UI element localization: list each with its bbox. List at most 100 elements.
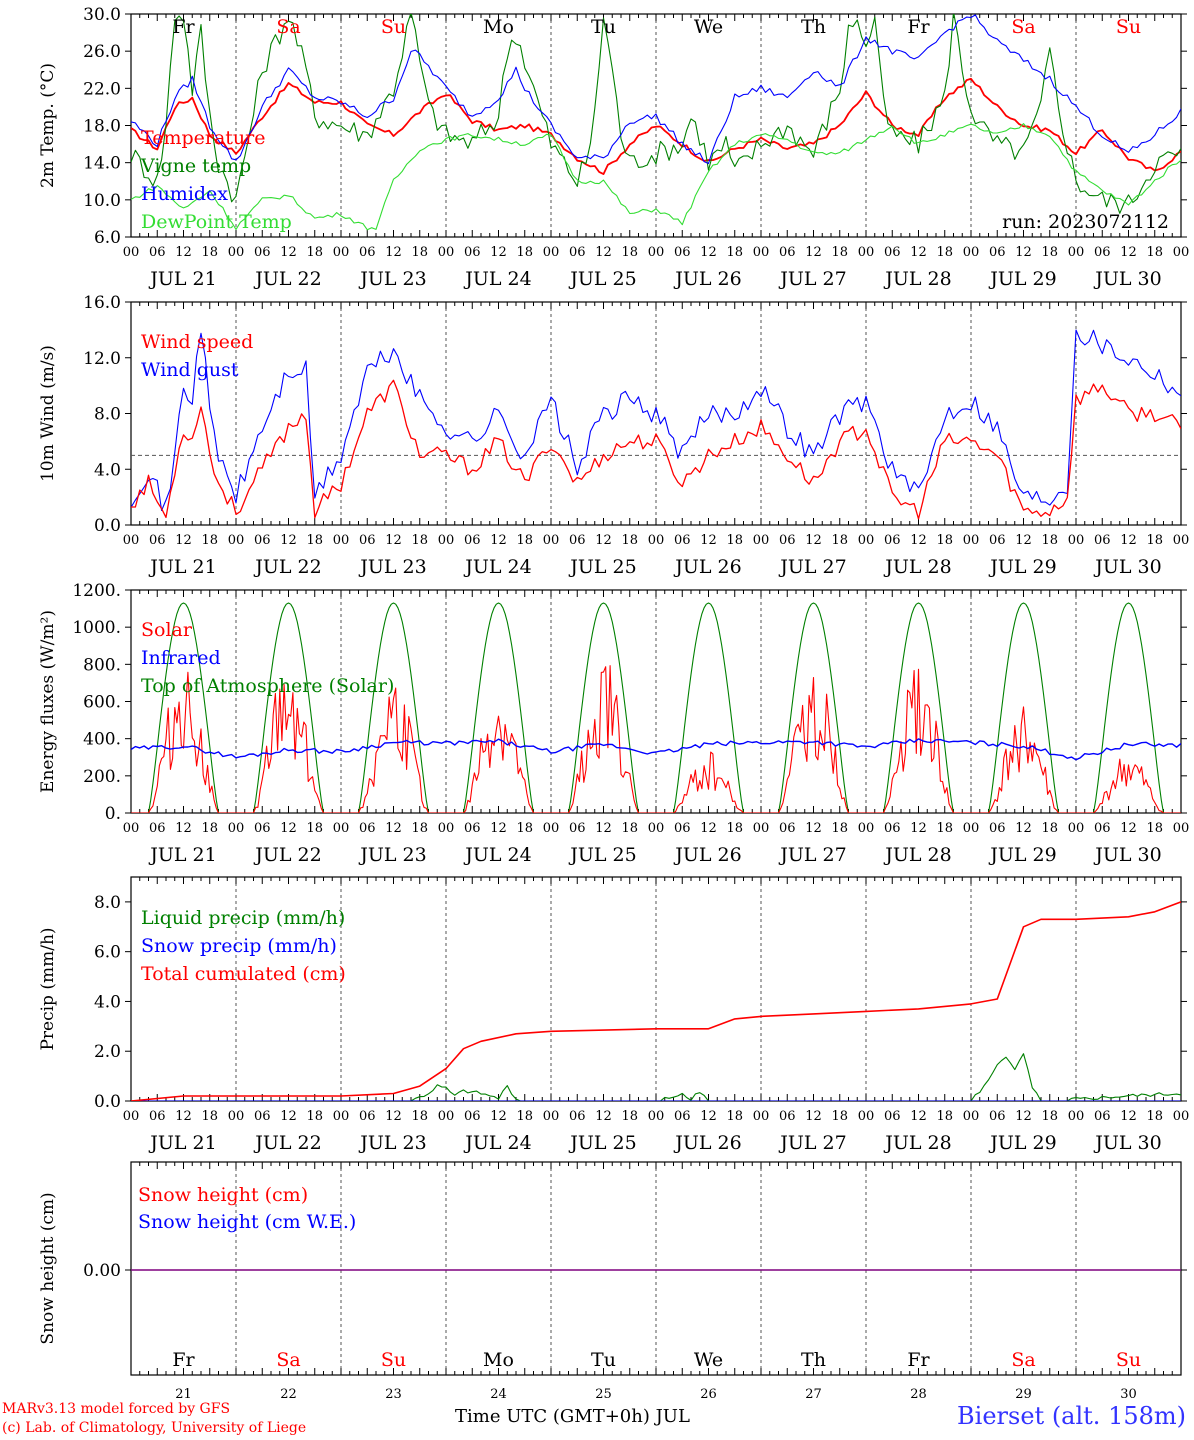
temp-hour-tick-label: 18 [621, 245, 638, 260]
energy-hour-tick-label: 18 [831, 821, 848, 836]
temp-hour-tick-label: 18 [411, 245, 428, 260]
wind-hour-tick-label: 18 [726, 533, 743, 548]
precip-y-tick-label: 2.0 [94, 1042, 121, 1062]
weekday-bottom: Fr [172, 1349, 195, 1371]
wind-y-tick-label: 4.0 [94, 460, 121, 480]
precip-hour-tick-label: 18 [621, 1109, 638, 1124]
wind-hour-tick-label: 06 [884, 533, 901, 548]
energy-y-tick-label: 400. [83, 730, 121, 750]
energy-hour-tick-label: 12 [385, 821, 402, 836]
energy-hour-tick-label: 00 [228, 821, 245, 836]
temp-hour-tick-label: 12 [1120, 245, 1137, 260]
lab-credit: (c) Lab. of Climatology, University of L… [2, 1420, 307, 1436]
precip-hour-tick-label: 12 [280, 1109, 297, 1124]
legend-wind-speed: Wind speed [141, 331, 253, 353]
precip-hour-tick-label: 06 [359, 1109, 376, 1124]
energy-y-tick-label: 600. [83, 693, 121, 713]
precip-hour-tick-label: 18 [306, 1109, 323, 1124]
precip-hour-tick-label: 18 [411, 1109, 428, 1124]
model-credit: MARv3.13 model forced by GFS [2, 1401, 231, 1417]
energy-panel: 0. 200. 400. 600. 800. 1000. 1200. Energy fluxe… [38, 581, 1189, 866]
wind-hour-tick-label: 06 [569, 533, 586, 548]
temp-hour-tick-label: 00 [333, 245, 350, 260]
temp-hour-tick-label: 12 [1015, 245, 1032, 260]
day-number: 23 [385, 1387, 402, 1400]
precip-day-label: JUL 26 [673, 1132, 741, 1154]
wind-hour-tick-label: 18 [411, 533, 428, 548]
temp-day-label: JUL 22 [253, 268, 321, 290]
temp-y-tick-label: 22.0 [83, 79, 121, 99]
wind-panel: 0.0 4.0 8.0 12.0 16.0 10m Wind (m/s) 00 06 12 18 J… [38, 293, 1189, 578]
temp-line-1 [131, 14, 1181, 214]
wind-hour-tick-label: 06 [149, 533, 166, 548]
temp-day-label: JUL 30 [1093, 268, 1161, 290]
energy-hour-tick-label: 12 [280, 821, 297, 836]
precip-hour-tick-label: 12 [595, 1109, 612, 1124]
wind-hour-tick-label: 18 [831, 533, 848, 548]
temp-hour-tick-label: 06 [989, 245, 1006, 260]
wind-hour-tick-label: 00 [963, 533, 980, 548]
weekday-top: Su [381, 16, 406, 38]
wind-hour-tick-label: 12 [175, 533, 192, 548]
legend-snow-precip-mm-h-: Snow precip (mm/h) [141, 935, 337, 957]
day-number: 26 [700, 1387, 717, 1400]
snow-panel: 0.00 Snow height (cm) Snow height (cm) Snow… [38, 1161, 1187, 1376]
energy-hour-tick-label: 06 [569, 821, 586, 836]
wind-hour-tick-label: 00 [753, 533, 770, 548]
energy-hour-tick-label: 06 [149, 821, 166, 836]
weekday-top: Sa [1011, 16, 1035, 38]
precip-hour-tick-label: 18 [936, 1109, 953, 1124]
legend-temperature: Temperature [141, 127, 265, 149]
day-number: 30 [1120, 1387, 1137, 1400]
precip-hour-tick-label: 12 [1015, 1109, 1032, 1124]
energy-hour-tick-label: 12 [1120, 821, 1137, 836]
precip-hour-tick-label: 12 [385, 1109, 402, 1124]
energy-hour-tick-label: 06 [254, 821, 271, 836]
snow-frame [130, 1161, 1182, 1376]
temp-line-0 [131, 77, 1181, 175]
wind-frame [130, 301, 1182, 526]
temp-hour-tick-label: 06 [464, 245, 481, 260]
temp-series [131, 14, 1181, 231]
energy-hour-tick-label: 00 [123, 821, 140, 836]
weekday-top: We [694, 16, 723, 38]
wind-hour-tick-label: 00 [123, 533, 140, 548]
wind-hour-tick-label: 06 [779, 533, 796, 548]
weekday-top: Th [801, 16, 826, 38]
weekday-top: Su [1116, 16, 1141, 38]
wind-hour-tick-label: 00 [858, 533, 875, 548]
energy-hour-tick-label: 18 [936, 821, 953, 836]
temp-hour-tick-label: 18 [726, 245, 743, 260]
precip-hour-tick-label: 00 [1173, 1109, 1190, 1124]
precip-hour-tick-label: 06 [1094, 1109, 1111, 1124]
temp-day-label: JUL 29 [988, 268, 1056, 290]
temp-y-axis-label: 2m Temp. (°C) [38, 63, 58, 188]
wind-hour-tick-label: 12 [280, 533, 297, 548]
temp-hour-tick-label: 00 [753, 245, 770, 260]
wind-hour-tick-label: 18 [1041, 533, 1058, 548]
energy-day-label: JUL 21 [148, 844, 216, 866]
precip-line-2 [131, 901, 1181, 1101]
wind-hour-tick-label: 18 [1146, 533, 1163, 548]
energy-hour-tick-label: 12 [805, 821, 822, 836]
energy-day-label: JUL 23 [358, 844, 426, 866]
energy-hour-tick-label: 06 [674, 821, 691, 836]
temp-hour-tick-label: 12 [700, 245, 717, 260]
temp-hour-tick-label: 00 [228, 245, 245, 260]
weekday-bottom: Tu [591, 1349, 616, 1371]
wind-y-tick-label: 0.0 [94, 516, 121, 536]
precip-y-axis-label: Precip (mm/h) [38, 927, 58, 1050]
temp-hour-tick-label: 12 [805, 245, 822, 260]
temp-day-label: JUL 26 [673, 268, 741, 290]
temp-day-label: JUL 27 [778, 268, 846, 290]
energy-hour-tick-label: 06 [989, 821, 1006, 836]
wind-hour-tick-label: 18 [201, 533, 218, 548]
energy-day-label: JUL 25 [568, 844, 636, 866]
energy-hour-tick-label: 18 [726, 821, 743, 836]
energy-day-label: JUL 27 [778, 844, 846, 866]
energy-series [131, 602, 1181, 813]
temp-hour-tick-label: 18 [936, 245, 953, 260]
day-number: 25 [595, 1387, 612, 1400]
temp-y-tick-label: 26.0 [83, 42, 121, 62]
energy-hour-tick-label: 00 [648, 821, 665, 836]
